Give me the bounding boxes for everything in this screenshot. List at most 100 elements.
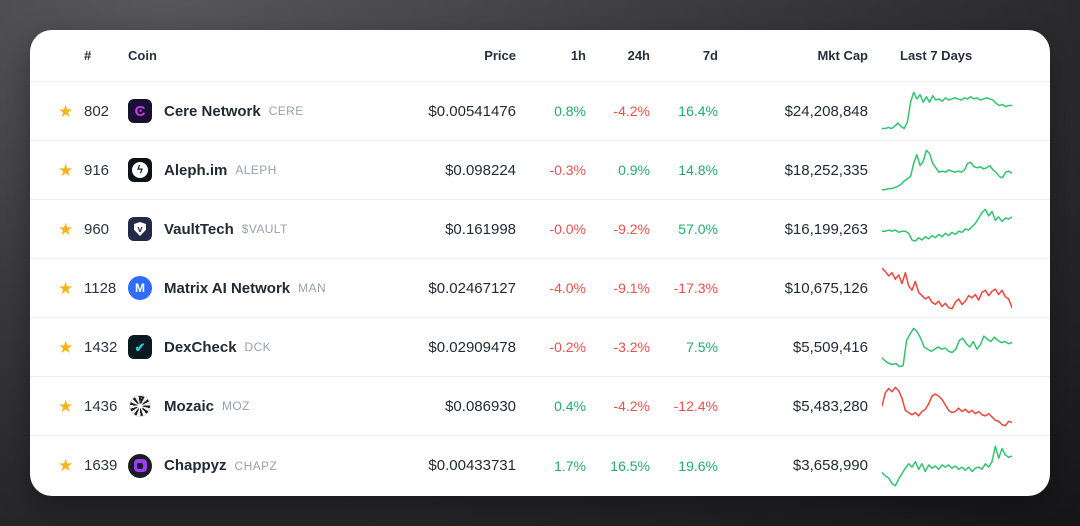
coin-cell[interactable]: Chappyz CHAPZ [128, 453, 396, 478]
header-1h[interactable]: 1h [570, 48, 586, 63]
table-row[interactable]: ★ 1128 M Matrix AI Network MAN $0.02467127 -4.… [30, 259, 1050, 318]
favorite-star-icon[interactable]: ★ [58, 101, 74, 121]
table-row[interactable]: ★ 1639 Chappyz CHAPZ $0.00433731 1.7% 16.5% 19.… [30, 436, 1050, 495]
market-cap: $24,208,848 [784, 102, 868, 120]
table-header-row: # Coin Price 1h 24h 7d Mkt Cap Last 7 Da… [30, 30, 1050, 82]
header-24h[interactable]: 24h [627, 48, 650, 63]
coin-logo: ✔ [128, 335, 152, 359]
change-24h: -9.1% [613, 280, 650, 296]
coin-name: Chappyz [164, 457, 227, 474]
table-row[interactable]: ★ 960 v VaultTech $VAULT $0.161998 -0.0% -9.2% 5… [30, 200, 1050, 259]
change-7d: 57.0% [678, 221, 718, 237]
coin-rank: 960 [84, 220, 110, 238]
favorite-star-icon[interactable]: ★ [58, 219, 74, 239]
coin-logo: v [128, 217, 152, 241]
sparkline-chart [868, 265, 1028, 311]
change-1h: 0.4% [554, 398, 586, 414]
table-row[interactable]: ★ 916 ϟ Aleph.im ALEPH $0.098224 -0.3% 0.9% 14.8… [30, 141, 1050, 200]
header-rank[interactable]: # [84, 48, 92, 63]
coin-rank: 1432 [84, 338, 118, 356]
table-row[interactable]: ★ 1432 ✔ DexCheck DCK $0.02909478 -0.2% -3.2% 7.… [30, 318, 1050, 377]
coin-symbol: MOZ [222, 399, 250, 413]
coin-price: $0.02909478 [428, 338, 516, 356]
coin-name: Matrix AI Network [164, 279, 291, 297]
market-cap: $10,675,126 [784, 279, 868, 297]
change-1h: -0.2% [549, 339, 586, 355]
coin-cell[interactable]: v VaultTech $VAULT [128, 217, 396, 241]
coin-name: Mozaic [164, 397, 215, 415]
coin-symbol: $VAULT [241, 222, 288, 236]
coin-symbol: DCK [244, 340, 272, 354]
coin-name: Cere Network [164, 102, 261, 120]
coin-logo [128, 394, 152, 418]
change-1h: -0.3% [549, 162, 586, 178]
market-cap: $3,658,990 [792, 457, 868, 474]
coin-logo: M [128, 276, 152, 300]
coin-symbol: CERE [268, 104, 304, 118]
change-7d: 16.4% [678, 103, 718, 119]
sparkline-chart [868, 147, 1028, 193]
coin-price: $0.161998 [445, 220, 516, 238]
change-24h: -4.2% [613, 103, 650, 119]
coin-name: Aleph.im [164, 161, 228, 179]
change-1h: 1.7% [554, 457, 586, 474]
coin-symbol: CHAPZ [234, 458, 278, 473]
sparkline-chart [868, 88, 1028, 134]
market-cap: $5,483,280 [792, 397, 868, 415]
coin-logo [128, 453, 152, 478]
coin-name: VaultTech [164, 220, 234, 238]
favorite-star-icon[interactable]: ★ [58, 337, 74, 357]
change-24h: -3.2% [613, 339, 650, 355]
coin-rank: 1128 [84, 279, 117, 297]
coin-cell[interactable]: ✔ DexCheck DCK [128, 335, 396, 359]
crypto-watchlist-card: # Coin Price 1h 24h 7d Mkt Cap Last 7 Da… [30, 30, 1050, 496]
coin-symbol: MAN [298, 281, 327, 295]
change-1h: -0.0% [549, 221, 586, 237]
sparkline-chart [868, 206, 1028, 252]
market-cap: $18,252,335 [784, 161, 868, 179]
header-price[interactable]: Price [484, 48, 516, 63]
change-1h: 0.8% [554, 103, 586, 119]
favorite-star-icon[interactable]: ★ [58, 160, 74, 180]
change-24h: 16.5% [610, 457, 650, 474]
favorite-star-icon[interactable]: ★ [58, 278, 74, 298]
change-24h: -9.2% [613, 221, 650, 237]
coin-price: $0.098224 [445, 161, 516, 179]
coin-price: $0.00541476 [428, 102, 516, 120]
coin-price: $0.00433731 [428, 457, 516, 474]
market-cap: $5,509,416 [792, 338, 868, 356]
favorite-star-icon[interactable]: ★ [58, 456, 74, 475]
coin-cell[interactable]: M Matrix AI Network MAN [128, 276, 396, 300]
change-24h: 0.9% [618, 162, 650, 178]
coin-rank: 1639 [84, 457, 118, 474]
coin-cell[interactable]: ϟ Aleph.im ALEPH [128, 158, 396, 182]
sparkline-chart [868, 383, 1028, 429]
coin-rank: 802 [84, 102, 110, 120]
coin-name: DexCheck [164, 338, 237, 356]
header-mktcap[interactable]: Mkt Cap [817, 48, 868, 63]
header-coin[interactable]: Coin [128, 48, 157, 63]
sparkline-chart [868, 324, 1028, 370]
change-7d: 7.5% [686, 339, 718, 355]
change-7d: 19.6% [678, 457, 718, 474]
change-1h: -4.0% [549, 280, 586, 296]
coin-logo: ϟ [128, 158, 152, 182]
table-body: ★ 802 Ͼ Cere Network CERE $0.00541476 0.8% -4.2… [30, 82, 1050, 495]
header-7d[interactable]: 7d [702, 48, 718, 63]
coin-cell[interactable]: Mozaic MOZ [128, 394, 396, 418]
favorite-star-icon[interactable]: ★ [58, 396, 74, 416]
change-7d: -12.4% [673, 398, 718, 414]
header-last-7-days: Last 7 Days [900, 48, 973, 63]
coin-price: $0.086930 [445, 397, 516, 415]
table-row[interactable]: ★ 802 Ͼ Cere Network CERE $0.00541476 0.8% -4.2… [30, 82, 1050, 141]
coin-rank: 1436 [84, 397, 118, 415]
coin-rank: 916 [84, 161, 110, 179]
change-24h: -4.2% [613, 398, 650, 414]
coin-price: $0.02467127 [428, 279, 516, 297]
change-7d: -17.3% [673, 280, 718, 296]
market-cap: $16,199,263 [784, 220, 868, 238]
coin-symbol: ALEPH [235, 163, 277, 177]
table-row[interactable]: ★ 1436 Mozaic MOZ $0.086930 0.4% -4.2% -12.4% $5… [30, 377, 1050, 436]
coin-cell[interactable]: Ͼ Cere Network CERE [128, 99, 396, 123]
change-7d: 14.8% [678, 162, 718, 178]
